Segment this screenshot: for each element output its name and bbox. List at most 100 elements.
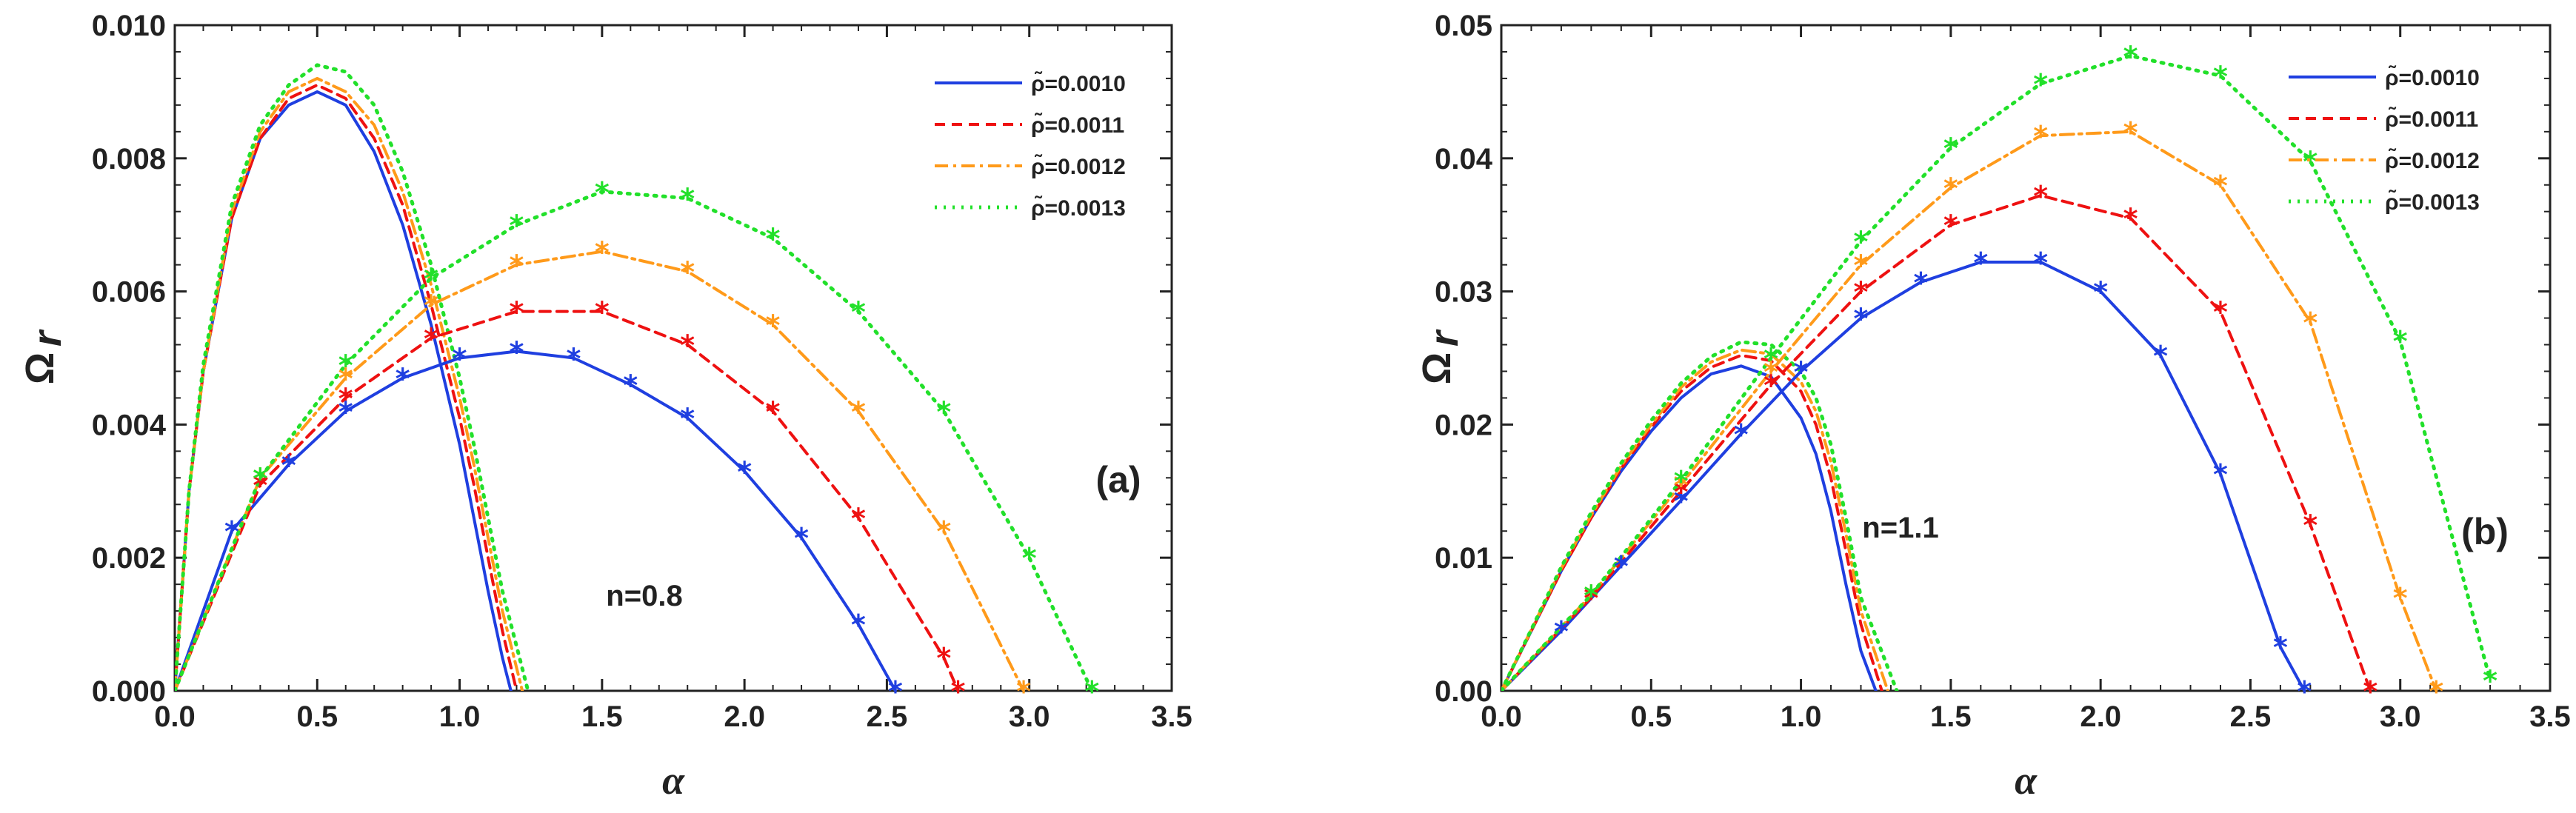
star-marker: * (737, 455, 752, 488)
star-marker: * (1854, 276, 1869, 309)
star-marker: * (510, 210, 524, 242)
star-marker: * (1943, 210, 1958, 242)
star-marker: * (1674, 469, 1689, 501)
series-line-3 (175, 63, 530, 691)
star-marker: * (1794, 355, 1809, 388)
star-marker: * (2303, 509, 2318, 541)
y-tick-label: 0.006 (92, 276, 166, 309)
plot-area (175, 63, 1094, 691)
legend-label: ρ̃=0.0010 (2385, 65, 2480, 90)
y-tick-label: 0.04 (1435, 143, 1493, 175)
star-marker: * (253, 469, 267, 501)
panel-b-chart: 0.0 0.5 1.0 1.5 2.0 2.5 3.0 3.5 0.00 0.01 0.02 0.03… (1415, 10, 2571, 803)
x-tick-label: 3.5 (1151, 700, 1192, 733)
star-marker: * (1584, 580, 1598, 612)
star-marker: * (2303, 307, 2318, 339)
star-marker: * (2123, 40, 2138, 73)
star-marker: * (224, 515, 239, 548)
y-tick-label: 0.002 (92, 542, 166, 575)
series-line-2 (1501, 348, 1889, 691)
star-marker: * (281, 449, 296, 481)
star-marker: * (1854, 303, 1869, 335)
star-marker: * (338, 382, 353, 415)
star-marker: * (2429, 675, 2443, 708)
star-marker: * (1554, 615, 1569, 648)
star-marker: * (1016, 675, 1031, 708)
x-tick-label: 0.5 (296, 700, 338, 733)
star-marker: * (1943, 172, 1958, 204)
y-axis-label-main: Ω (1415, 352, 1459, 384)
star-marker: * (2213, 170, 2228, 202)
y-axis-label-sub: r (1422, 329, 1466, 347)
x-tick-label: 2.5 (867, 700, 908, 733)
x-axis-label: α (2015, 758, 2038, 803)
legend-label: ρ̃=0.0013 (2385, 190, 2480, 215)
star-marker: * (1674, 475, 1689, 508)
y-tick-label: 0.000 (92, 675, 166, 708)
star-marker: * (1674, 485, 1689, 518)
star-marker: * (595, 296, 610, 329)
plot-frame (1500, 24, 2552, 692)
x-tick-label: 2.0 (2080, 700, 2121, 733)
x-tick-label: 0.5 (1630, 700, 1672, 733)
star-marker: * (2213, 458, 2228, 491)
star-marker: * (338, 362, 353, 395)
y-tick-label: 0.010 (92, 10, 166, 42)
star-marker: * (595, 176, 610, 209)
y-tick-label: 0.05 (1435, 10, 1492, 42)
star-series-line-1 (1501, 194, 2372, 691)
star-marker: * (338, 395, 353, 428)
x-tick-label: 3.0 (2380, 700, 2421, 733)
star-marker: * (396, 362, 410, 395)
star-marker: * (1913, 267, 1928, 299)
star-marker: * (680, 256, 695, 289)
star-marker: * (936, 395, 951, 428)
star-marker: * (1854, 250, 1869, 282)
star-marker: * (1614, 550, 1629, 583)
star-marker: * (2483, 665, 2497, 697)
star-marker: * (1584, 580, 1598, 612)
x-tick-label: 1.0 (1781, 700, 1822, 733)
plot-area (1501, 53, 2492, 691)
plot-frame (173, 24, 1173, 692)
star-marker: * (2033, 247, 2048, 279)
legend-label: ρ̃=0.0011 (1031, 113, 1124, 138)
star-marker: * (510, 250, 524, 282)
y-axis-label: Ωr (18, 329, 70, 384)
y-tick-label: 0.004 (92, 409, 167, 441)
star-marker: * (2303, 145, 2318, 178)
star-series-line-2 (175, 250, 1025, 691)
star-marker: * (1764, 355, 1778, 388)
y-axis-label-main: Ω (18, 352, 62, 384)
star-marker: * (951, 675, 966, 708)
star-marker: * (510, 296, 524, 329)
y-tick-label: 0.00 (1435, 675, 1492, 708)
star-marker: * (2213, 60, 2228, 93)
panel-label: (b) (2461, 511, 2509, 552)
star-marker: * (2123, 116, 2138, 149)
star-marker: * (766, 223, 781, 255)
star-marker: * (2033, 180, 2048, 213)
star-marker: * (510, 336, 524, 369)
panel-a-chart: 0.0 0.5 1.0 1.5 2.0 2.5 3.0 3.5 0.000 0.002 0.004 0… (18, 10, 1192, 803)
x-tick-label: 2.5 (2230, 700, 2272, 733)
star-marker: * (680, 402, 695, 435)
y-tick-label: 0.01 (1435, 542, 1492, 575)
legend-label: ρ̃=0.0013 (1031, 195, 1126, 221)
star-marker: * (680, 183, 695, 215)
y-tick-label: 0.03 (1435, 276, 1492, 309)
x-tick-label: 0.0 (154, 700, 196, 733)
star-marker: * (936, 642, 951, 675)
star-series-line-3 (175, 190, 1094, 691)
star-marker: * (1084, 675, 1099, 708)
star-marker: * (680, 329, 695, 362)
star-marker: * (766, 395, 781, 428)
star-marker: * (338, 349, 353, 381)
x-tick-label: 3.0 (1009, 700, 1050, 733)
star-marker: * (888, 675, 903, 708)
star-marker: * (2393, 325, 2408, 358)
star-marker: * (1584, 582, 1598, 615)
star-series-line-3 (1501, 53, 2492, 691)
star-marker: * (2393, 582, 2408, 615)
